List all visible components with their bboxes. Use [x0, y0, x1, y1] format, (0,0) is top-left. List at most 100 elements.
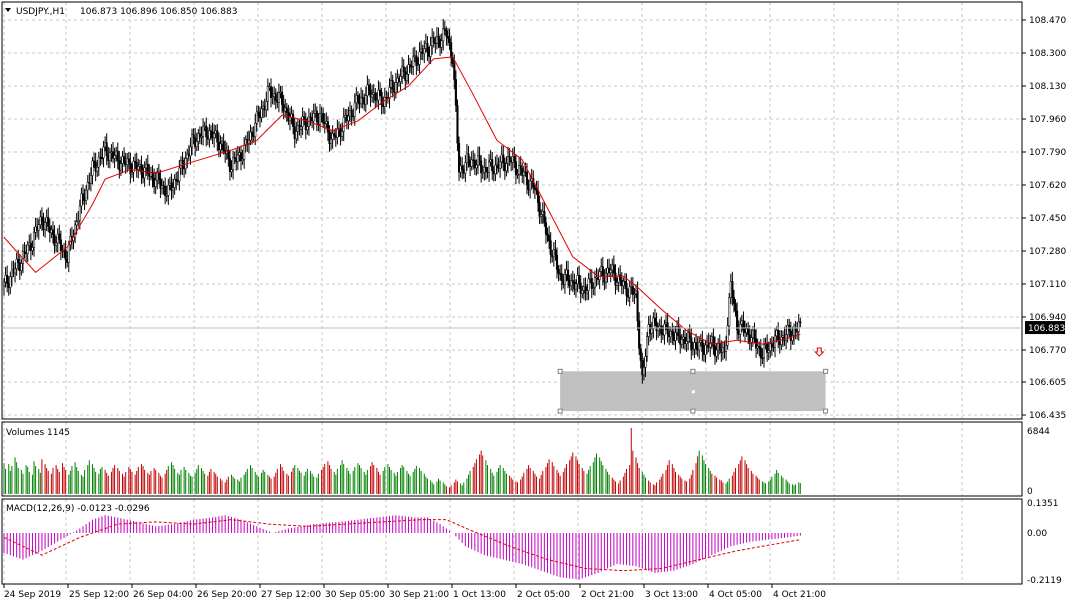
candle-body [303, 116, 306, 120]
candle-body [281, 91, 284, 105]
candle-body [97, 156, 100, 168]
candle-body [437, 36, 440, 40]
candle-body [59, 239, 62, 252]
candle-body [266, 86, 269, 102]
zone-center-handle[interactable] [691, 390, 695, 394]
candle-body [167, 184, 170, 196]
candle-body [23, 251, 26, 253]
triangle-down-icon[interactable] [5, 8, 11, 12]
candle-body [505, 163, 508, 172]
time-tick-label: 3 Oct 13:00 [645, 590, 698, 600]
candle-body [704, 344, 707, 356]
candle-body [173, 178, 176, 188]
macd-histogram [3, 515, 801, 580]
candle-body [77, 220, 80, 223]
candle-body [734, 303, 737, 312]
volume-title: Volumes 1145 [6, 428, 70, 438]
candle-body [176, 180, 179, 183]
candle-body [58, 233, 61, 240]
candle-body [31, 247, 34, 251]
candle-body [93, 160, 96, 163]
price-tick-label: 106.940 [1029, 313, 1066, 323]
zone-handle[interactable] [557, 368, 563, 374]
candle-body [625, 282, 628, 296]
candle-body [127, 158, 130, 163]
candle-body [105, 142, 108, 156]
current-price-label: 106.883 [1028, 324, 1065, 334]
candle-body [247, 139, 250, 145]
candle-body [132, 161, 135, 173]
candle-body [563, 274, 566, 285]
zone-handle[interactable] [823, 368, 829, 374]
candle-body [694, 342, 698, 347]
candle-body [418, 51, 421, 65]
candle-body [232, 157, 235, 170]
price-tick-label: 106.605 [1029, 378, 1066, 388]
candle-body [615, 282, 619, 286]
candle-body [456, 105, 459, 144]
candle-body [243, 145, 246, 160]
candle-body [698, 342, 701, 351]
candle-body [718, 343, 721, 350]
candle-body [151, 171, 154, 179]
candle-body [636, 290, 639, 322]
candle-body [579, 282, 582, 294]
candle-body [432, 37, 435, 43]
price-tick-label: 108.300 [1029, 49, 1066, 59]
candle-body [736, 310, 739, 331]
candle-body [429, 45, 432, 57]
candle-body [728, 297, 731, 327]
candle-body [47, 216, 50, 227]
candle-body [601, 266, 604, 277]
candle-body [548, 235, 551, 242]
candle-body [55, 242, 58, 246]
candle-body [442, 28, 445, 42]
candle-body [172, 187, 175, 191]
time-tick-label: 25 Sep 12:00 [69, 590, 129, 600]
candle-body [26, 244, 29, 254]
candle-body [347, 115, 350, 122]
highlight-zone[interactable] [557, 368, 829, 414]
candle-body [227, 149, 230, 159]
candle-body [190, 134, 194, 148]
candle-body [533, 187, 536, 190]
zone-handle[interactable] [690, 408, 696, 414]
candle-body [94, 162, 97, 172]
candle-body [791, 335, 794, 341]
candle-body [473, 159, 476, 169]
candle-body [522, 171, 525, 176]
candle-body [309, 116, 312, 119]
zone-handle[interactable] [690, 368, 696, 374]
candle-body [405, 74, 408, 81]
candle-body [257, 111, 260, 117]
candle-body [453, 63, 456, 80]
candle-body [410, 66, 413, 68]
candle-body [146, 163, 149, 174]
candle-body [318, 113, 322, 125]
zone-handle[interactable] [557, 408, 563, 414]
candle-body [731, 281, 734, 298]
candle-body [546, 233, 549, 236]
candle-body [712, 336, 715, 347]
candle-body [331, 133, 334, 140]
volume-axis: 6844 0 [1027, 427, 1050, 497]
candle-body [2, 281, 6, 287]
candle-body [326, 121, 329, 133]
candle-body [265, 101, 268, 111]
candle-body [86, 182, 89, 191]
zone-handle[interactable] [823, 408, 829, 414]
candle-body [688, 332, 691, 338]
candle-body [192, 134, 195, 138]
candle-body [37, 224, 40, 231]
candle-body [584, 286, 587, 294]
candle-body [74, 224, 77, 238]
price-tick-label: 107.960 [1029, 115, 1066, 125]
candle-body [691, 348, 694, 351]
time-tick-label: 1 Oct 13:00 [453, 590, 506, 600]
candle-body [454, 79, 457, 106]
candle-body [770, 343, 773, 347]
candle-body [255, 111, 258, 124]
candle-body [32, 232, 36, 248]
candle-body [701, 340, 704, 352]
